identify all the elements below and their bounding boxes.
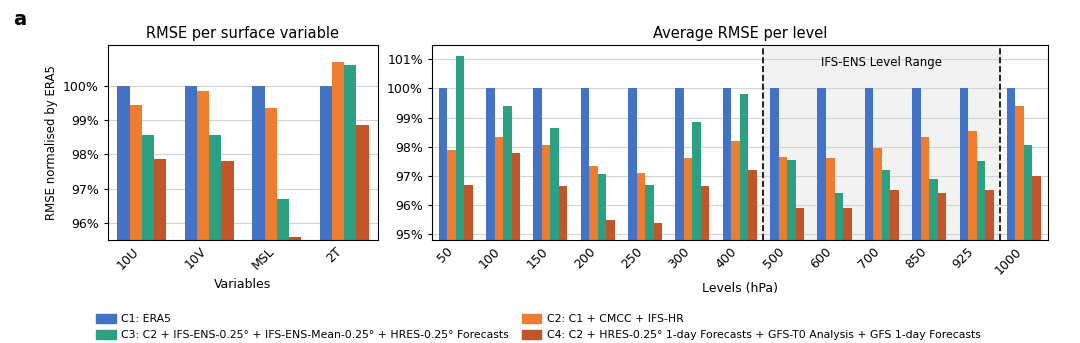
Bar	[959, 88, 968, 343]
Bar	[559, 186, 567, 343]
Bar	[265, 108, 276, 343]
Bar	[185, 86, 197, 343]
Bar	[210, 135, 221, 343]
Bar	[636, 173, 645, 343]
Bar	[882, 170, 890, 343]
Bar	[748, 170, 757, 343]
Bar	[447, 150, 456, 343]
Bar	[253, 86, 265, 343]
Bar	[1007, 88, 1015, 343]
Bar	[976, 161, 985, 343]
Bar	[920, 137, 929, 343]
Bar	[818, 88, 826, 343]
Y-axis label: RMSE normalised by ERA5: RMSE normalised by ERA5	[44, 65, 57, 220]
Bar	[723, 88, 731, 343]
Bar	[1024, 145, 1032, 343]
Bar	[534, 88, 542, 343]
Bar	[779, 157, 787, 343]
Bar	[503, 106, 512, 343]
Bar	[968, 131, 976, 343]
Title: Average RMSE per level: Average RMSE per level	[652, 26, 827, 41]
Bar	[333, 62, 345, 343]
Bar	[606, 220, 615, 343]
Bar	[597, 175, 606, 343]
Bar	[740, 94, 748, 343]
Bar	[684, 158, 692, 343]
Bar	[345, 65, 356, 343]
Bar	[464, 185, 473, 343]
Bar	[1032, 176, 1041, 343]
Bar	[645, 185, 653, 343]
Bar	[629, 88, 636, 343]
Bar	[1015, 106, 1024, 343]
Bar	[843, 208, 851, 343]
Bar	[495, 137, 503, 343]
X-axis label: Levels (hPa): Levels (hPa)	[702, 282, 778, 295]
Bar	[675, 88, 684, 343]
Bar	[197, 91, 210, 343]
Bar	[764, 45, 1000, 240]
Title: RMSE per surface variable: RMSE per surface variable	[147, 26, 339, 41]
Bar	[929, 179, 937, 343]
Bar	[787, 160, 796, 343]
Bar	[890, 190, 899, 343]
Bar	[512, 153, 521, 343]
Bar	[835, 193, 843, 343]
X-axis label: Variables: Variables	[214, 278, 272, 291]
Bar	[276, 199, 289, 343]
Bar	[456, 56, 464, 343]
Bar	[141, 135, 154, 343]
Bar	[289, 237, 301, 343]
Bar	[874, 148, 882, 343]
Bar	[913, 88, 920, 343]
Bar	[130, 105, 141, 343]
Bar	[221, 161, 233, 343]
Bar	[770, 88, 779, 343]
Bar	[542, 145, 551, 343]
Bar	[826, 158, 835, 343]
Bar	[865, 88, 874, 343]
Bar	[438, 88, 447, 343]
Legend: C1: ERA5, C3: C2 + IFS-ENS-0.25° + IFS-ENS-Mean-0.25° + HRES-0.25° Forecasts, C2: C1: ERA5, C3: C2 + IFS-ENS-0.25° + IFS-E…	[92, 310, 985, 343]
Bar	[692, 122, 701, 343]
Bar	[701, 186, 710, 343]
Bar	[551, 128, 559, 343]
Bar	[796, 208, 805, 343]
Bar	[320, 86, 333, 343]
Bar	[118, 86, 130, 343]
Bar	[653, 223, 662, 343]
Bar	[154, 159, 166, 343]
Text: IFS-ENS Level Range: IFS-ENS Level Range	[822, 56, 943, 69]
Bar	[985, 190, 994, 343]
Bar	[590, 166, 597, 343]
Text: a: a	[13, 10, 26, 29]
Bar	[937, 193, 946, 343]
Bar	[486, 88, 495, 343]
Bar	[581, 88, 590, 343]
Bar	[731, 141, 740, 343]
Bar	[356, 125, 368, 343]
